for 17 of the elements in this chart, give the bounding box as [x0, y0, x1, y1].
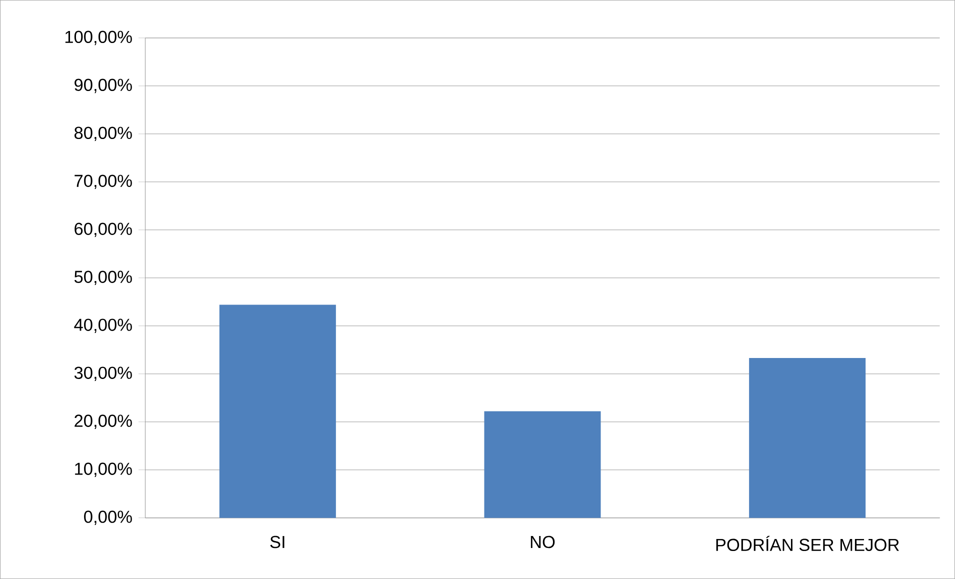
y-tick-label: 30,00%: [74, 366, 132, 381]
x-tick-label: SI: [270, 536, 284, 548]
bar: [484, 411, 601, 518]
y-tick-label: 60,00%: [74, 222, 132, 238]
y-tick-label: 20,00%: [74, 414, 132, 429]
bar: [749, 358, 866, 518]
y-tick-label: 40,00%: [74, 318, 132, 333]
y-tick-label: 70,00%: [74, 174, 132, 190]
x-tick-label: PODRÍAN SER MEJOR: [716, 536, 899, 552]
y-tick-label: 10,00%: [75, 462, 132, 477]
y-tick-label: 90,00%: [74, 78, 132, 94]
bar: [219, 304, 336, 518]
y-tick-label: 80,00%: [74, 126, 132, 142]
y-tick-label: 50,00%: [74, 270, 132, 285]
y-tick-label: 0,00%: [84, 510, 132, 525]
y-tick-label: 100,00%: [65, 30, 132, 46]
x-tick-label: NO: [530, 536, 555, 548]
